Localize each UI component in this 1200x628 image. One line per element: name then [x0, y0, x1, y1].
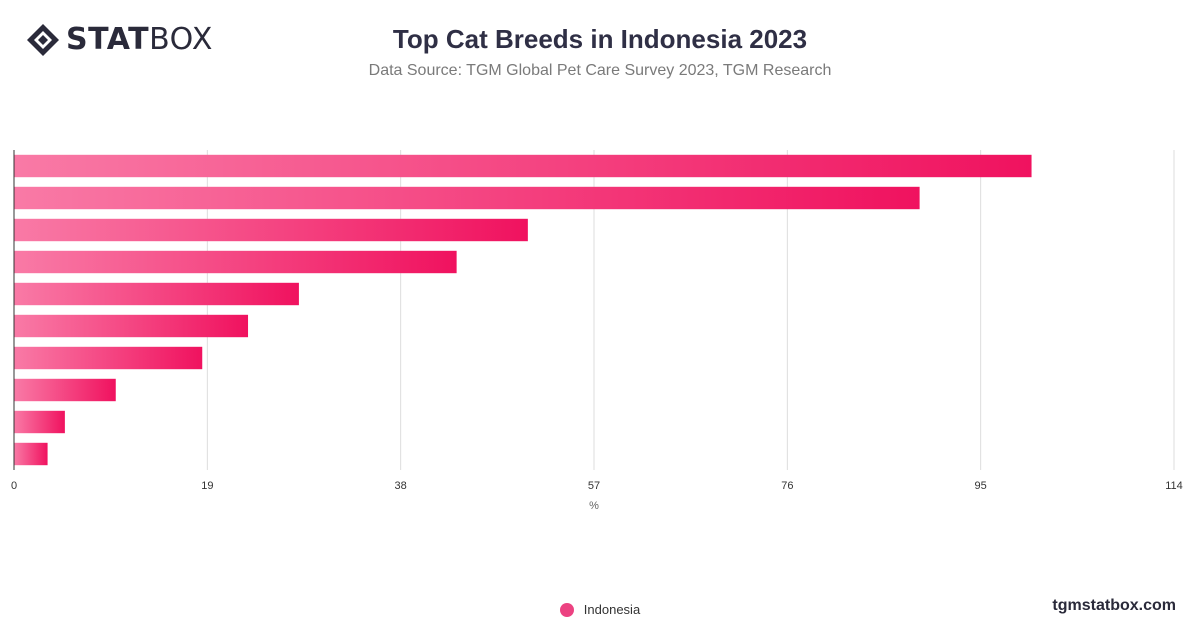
diamond-logo-icon [27, 24, 59, 56]
logo-wordmark-light: BOX [149, 22, 213, 57]
bar-indonesia[interactable] [14, 154, 1032, 178]
bar-indonesia[interactable] [14, 282, 299, 306]
legend-marker-indonesia [559, 602, 574, 617]
x-tick-label: 38 [395, 480, 407, 492]
logo-wordmark-bold: STAT [66, 22, 150, 57]
x-tick-label: 57 [588, 480, 600, 492]
bar-indonesia[interactable] [14, 186, 920, 210]
x-tick-label: 19 [201, 480, 213, 492]
brand-url[interactable]: tgmstatbox.com [1052, 597, 1176, 614]
chart-subtitle: Data Source: TGM Global Pet Care Survey … [368, 62, 832, 79]
bar-indonesia[interactable] [14, 250, 457, 274]
x-tick-label: 76 [781, 480, 793, 492]
x-tick-label: 114 [1165, 480, 1183, 492]
logo-wordmark: STATBOX [66, 22, 213, 58]
x-tick-label: 95 [975, 480, 987, 492]
bar-indonesia[interactable] [14, 346, 203, 370]
chart-title: Top Cat Breeds in Indonesia 2023 [392, 24, 808, 54]
bar-indonesia[interactable] [14, 314, 249, 338]
statbox-logo: STATBOX [26, 22, 213, 58]
legend[interactable]: Indonesia [0, 602, 1200, 617]
x-axis-label: % [589, 500, 599, 512]
bar-indonesia[interactable] [14, 442, 48, 466]
bar-indonesia[interactable] [14, 410, 65, 434]
bar-indonesia[interactable] [14, 218, 528, 242]
x-tick-label: 0 [11, 480, 17, 492]
bar-indonesia[interactable] [14, 378, 116, 402]
legend-label-indonesia: Indonesia [583, 602, 641, 617]
